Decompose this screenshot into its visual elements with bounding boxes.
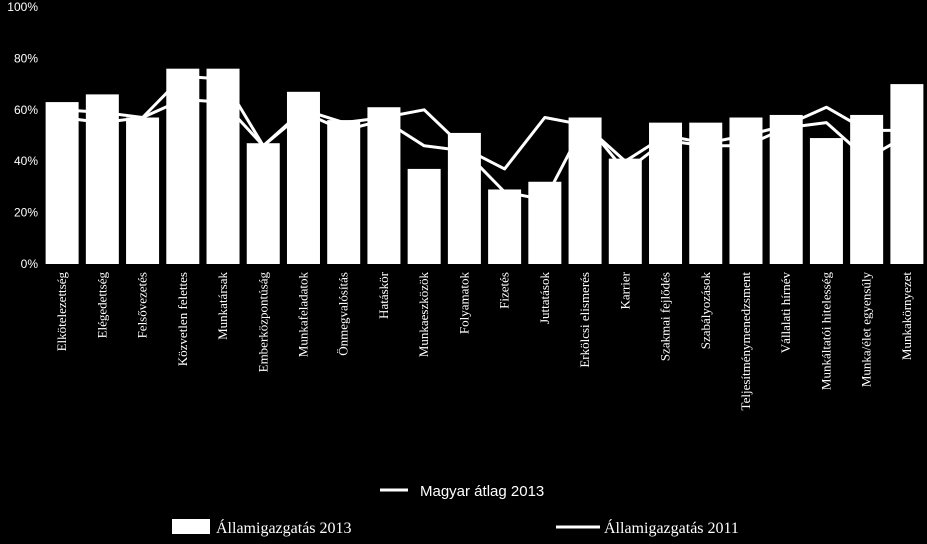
bar [528, 181, 562, 264]
x-tick-label: Juttatások [537, 272, 552, 324]
x-tick-label: Felsővezetés [135, 272, 150, 338]
x-tick-label: Hatáskör [376, 271, 391, 319]
x-tick-label: Szakmai fejlődés [658, 272, 673, 361]
axis-layer: 0% 20% 40% 60% 80% 100% [7, 0, 38, 271]
legend-label-magyar-atlag-2013: Magyar átlag 2013 [420, 483, 544, 500]
x-tick-label: Munkakörnyezet [899, 272, 914, 360]
x-tick-label: Elégedettség [94, 272, 109, 339]
x-tick-label: Szabályozások [698, 272, 713, 350]
bar [367, 107, 401, 264]
y-tick-label: 20% [14, 206, 38, 220]
legend-label-allamigazgatas-2013: Államigazgatás 2013 [216, 518, 352, 537]
y-tick-label: 40% [14, 154, 38, 168]
bar [809, 138, 843, 264]
x-tick-label: Munkáltatói hitelesség [818, 272, 833, 391]
bar [608, 158, 642, 264]
y-tick-label: 80% [14, 51, 38, 65]
bar [45, 102, 79, 264]
bar [890, 84, 924, 264]
x-tick-label: Önmegvalósítás [336, 272, 351, 356]
lines-layer [61, 74, 908, 202]
x-tick-label: Vállalati hírnév [778, 272, 793, 354]
bar [568, 117, 602, 264]
bars-layer [45, 68, 924, 265]
legend: Magyar átlag 2013 Államigazgatás 2013 Álla… [172, 483, 739, 537]
x-tick-labels: Elkötelezettség Elégedettség Felsővezetés K… [54, 271, 914, 410]
bar [649, 122, 683, 265]
bar [769, 114, 803, 264]
y-tick-label: 0% [21, 257, 39, 271]
legend-swatch-allamigazgatas-2013 [172, 519, 210, 534]
bar [850, 114, 884, 264]
series-line-magyar-atlag-2013 [62, 74, 907, 171]
x-tick-label: Munka/élet egyensúly [859, 272, 874, 388]
y-tick-label: 100% [7, 0, 38, 14]
x-tick-label: Közvetlen felettes [175, 272, 190, 366]
x-tick-label: Munkatársak [215, 272, 230, 340]
x-tick-label: Emberközpontúság [255, 272, 270, 373]
x-tick-label: Elkötelezettség [54, 272, 69, 352]
x-tick-label: Karrier [617, 271, 632, 309]
bar [407, 168, 441, 264]
x-tick-label: Fizetés [497, 272, 512, 309]
series-line-allamigazgatas-2011 [61, 98, 908, 202]
legend-label-allamigazgatas-2011: Államigazgatás 2011 [604, 518, 739, 537]
x-tick-label: Erkölcsi elismerés [577, 272, 592, 368]
y-tick-label: 60% [14, 103, 38, 117]
x-tick-label: Munkaeszközök [416, 272, 431, 358]
bar [126, 117, 160, 264]
x-tick-label: Teljesítménymenedzsment [738, 272, 753, 411]
x-tick-label: Munkafeladatok [295, 272, 310, 358]
bar [488, 189, 522, 264]
x-tick-label: Folyamatok [456, 272, 471, 335]
bar [327, 120, 361, 264]
bar [166, 68, 200, 265]
bar [246, 143, 280, 264]
